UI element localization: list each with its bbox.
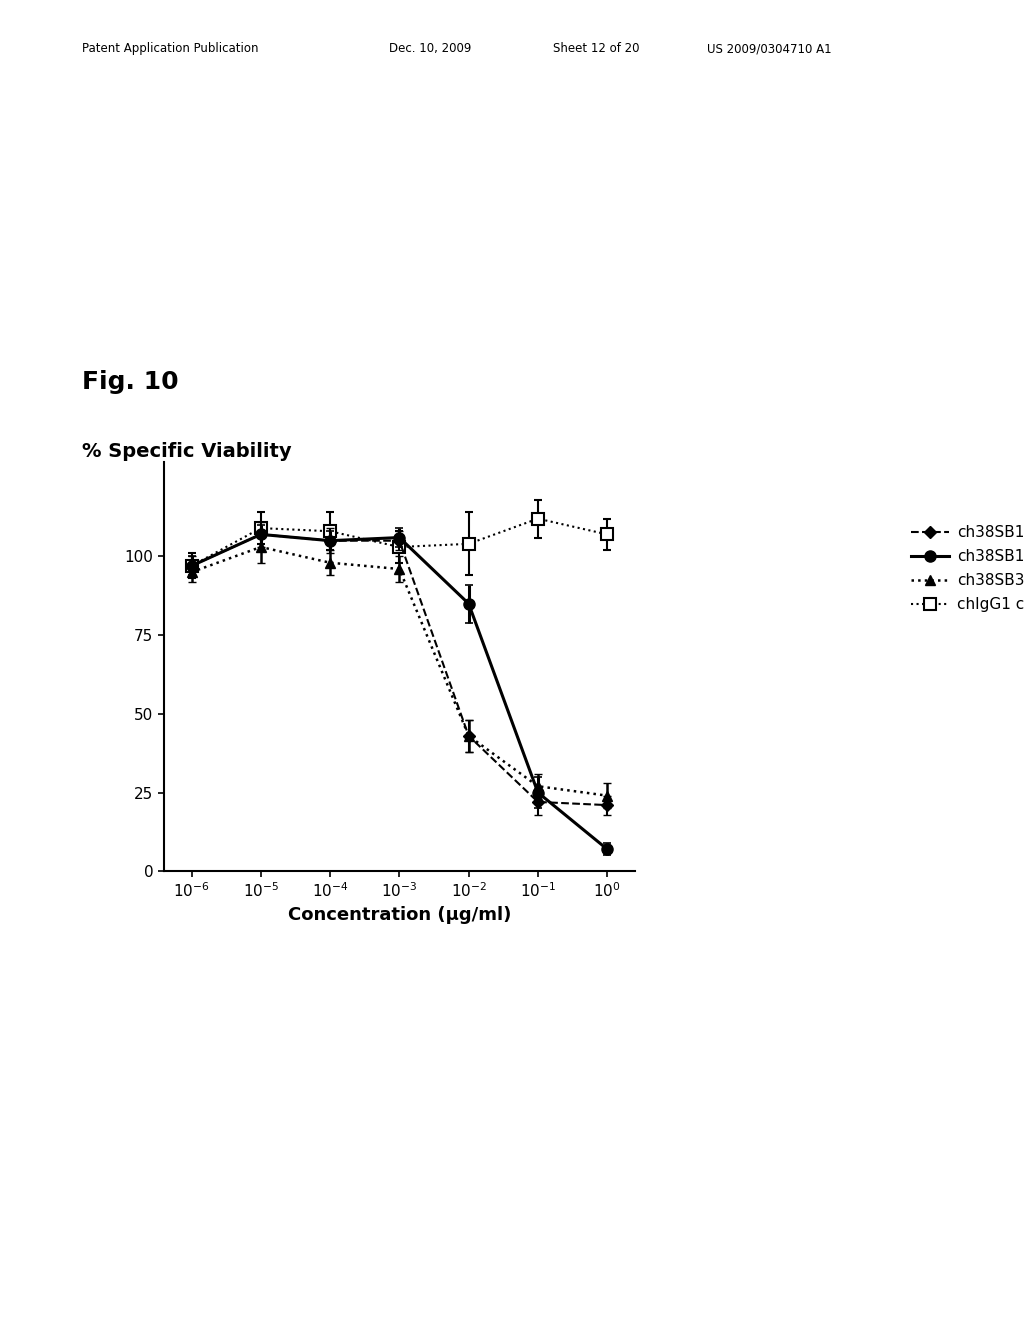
X-axis label: Concentration (μg/ml): Concentration (μg/ml) (288, 906, 511, 924)
Text: US 2009/0304710 A1: US 2009/0304710 A1 (707, 42, 831, 55)
Legend: ch38SB18, ch38SB19, ch38SB31, chIgG1 control: ch38SB18, ch38SB19, ch38SB31, chIgG1 con… (905, 519, 1024, 619)
Text: Sheet 12 of 20: Sheet 12 of 20 (553, 42, 639, 55)
Text: Dec. 10, 2009: Dec. 10, 2009 (389, 42, 471, 55)
Text: Patent Application Publication: Patent Application Publication (82, 42, 258, 55)
Text: Fig. 10: Fig. 10 (82, 370, 178, 393)
Text: % Specific Viability: % Specific Viability (82, 442, 292, 461)
